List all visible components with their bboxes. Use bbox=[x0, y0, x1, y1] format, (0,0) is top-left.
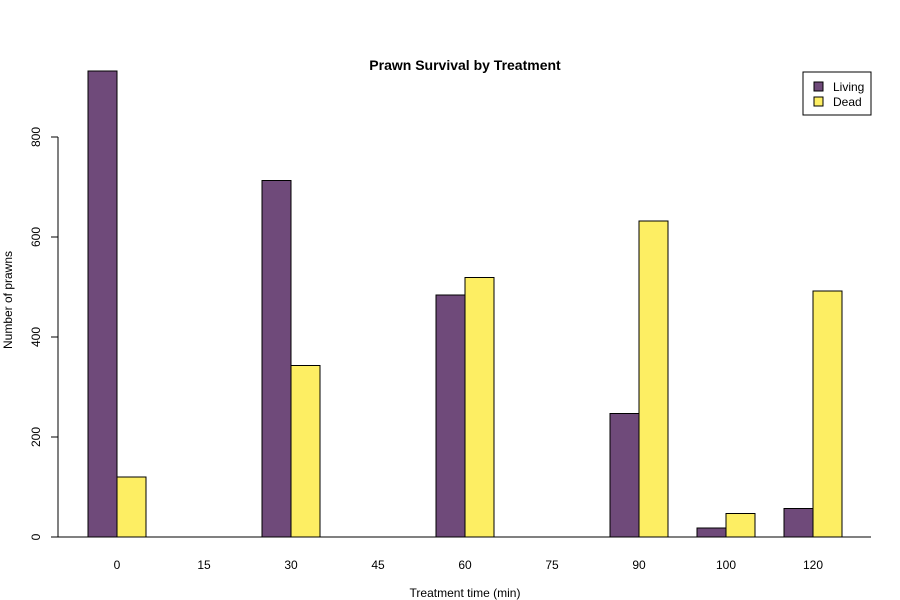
legend-swatch-living bbox=[813, 81, 824, 92]
bar-dead-120 bbox=[812, 290, 843, 538]
x-tick-label-30: 30 bbox=[284, 558, 298, 572]
bar-living-0 bbox=[87, 70, 118, 538]
y-tick-label-800: 800 bbox=[29, 127, 43, 147]
legend-label-living: Living bbox=[833, 80, 864, 94]
legend-label-dead: Dead bbox=[833, 95, 862, 109]
bar-dead-90 bbox=[638, 220, 669, 538]
x-axis-label: Treatment time (min) bbox=[410, 586, 521, 600]
x-tick-label-120: 120 bbox=[803, 558, 823, 572]
y-tick-label-200: 200 bbox=[29, 427, 43, 447]
bar-dead-100 bbox=[725, 513, 756, 538]
chart-title: Prawn Survival by Treatment bbox=[369, 57, 561, 73]
bar-living-100 bbox=[696, 527, 727, 538]
bar-dead-30 bbox=[290, 365, 321, 538]
bar-living-120 bbox=[783, 508, 814, 538]
x-tick-labels: 0 15 30 45 60 75 90 100 120 bbox=[114, 558, 824, 572]
x-tick-label-15: 15 bbox=[197, 558, 211, 572]
x-tick-label-45: 45 bbox=[371, 558, 385, 572]
bars-group bbox=[87, 70, 843, 538]
y-tick-label-400: 400 bbox=[29, 327, 43, 347]
y-tick-label-0: 0 bbox=[29, 533, 43, 540]
bar-dead-0 bbox=[116, 476, 147, 538]
x-tick-label-60: 60 bbox=[458, 558, 472, 572]
x-tick-label-0: 0 bbox=[114, 558, 121, 572]
y-tick-label-600: 600 bbox=[29, 227, 43, 247]
bar-living-60 bbox=[435, 294, 466, 538]
legend-swatch-dead bbox=[813, 96, 824, 107]
y-ticks: 0 200 400 600 800 bbox=[29, 127, 58, 540]
x-tick-label-75: 75 bbox=[545, 558, 559, 572]
y-axis-label: Number of prawns bbox=[1, 251, 15, 349]
bar-living-90 bbox=[609, 413, 640, 538]
legend-box bbox=[802, 71, 872, 116]
x-tick-label-90: 90 bbox=[632, 558, 646, 572]
bar-living-30 bbox=[261, 180, 292, 538]
bar-dead-60 bbox=[464, 277, 495, 538]
x-tick-label-100: 100 bbox=[716, 558, 736, 572]
